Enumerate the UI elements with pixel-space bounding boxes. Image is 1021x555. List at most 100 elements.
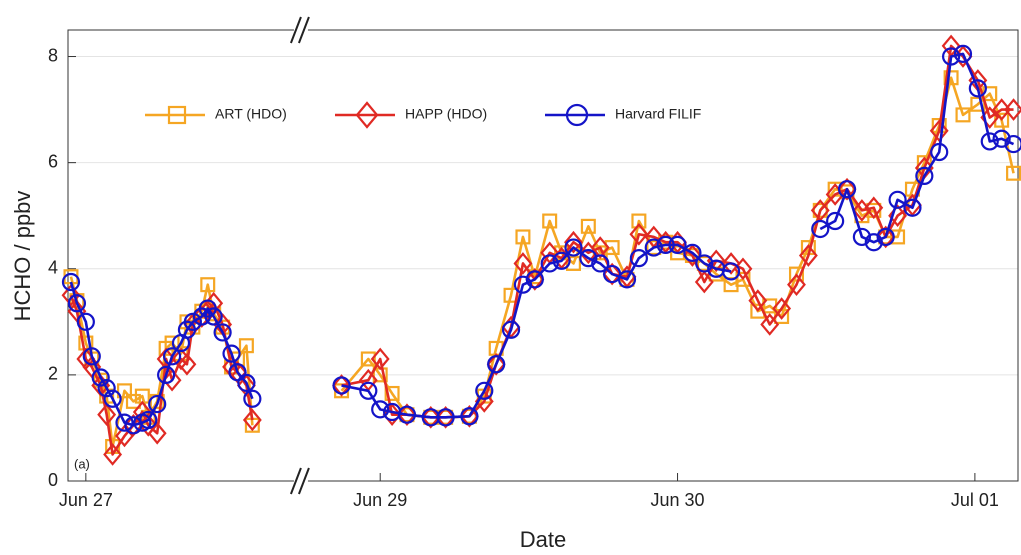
marker-circle — [683, 243, 702, 262]
marker-circle — [941, 47, 961, 66]
marker-circle — [204, 307, 223, 326]
marker-square — [360, 351, 376, 367]
y-tick-label: 4 — [48, 258, 58, 278]
marker-circle — [237, 373, 256, 392]
marker-square — [1006, 165, 1021, 181]
y-tick-label: 8 — [48, 45, 58, 65]
marker-diamond — [787, 273, 806, 297]
marker-circle — [903, 198, 922, 217]
marker-diamond — [123, 413, 143, 437]
marker-square — [515, 229, 531, 245]
marker-circle — [359, 381, 378, 400]
marker-circle — [436, 408, 455, 427]
marker-square — [384, 385, 400, 401]
legend-label: Harvard FILIF — [615, 106, 701, 122]
marker-circle — [67, 294, 87, 313]
marker-circle — [980, 132, 999, 151]
marker-circle — [668, 235, 687, 254]
marker-circle — [579, 249, 598, 268]
legend-entry: ART (HDO) — [145, 105, 287, 125]
marker-diamond — [837, 177, 857, 201]
legend-entry: Harvard FILIF — [545, 103, 701, 127]
marker-square — [788, 266, 804, 282]
marker-diamond — [772, 297, 792, 320]
marker-circle — [915, 166, 934, 186]
marker-circle — [837, 180, 857, 199]
marker-square — [167, 105, 187, 125]
series-line — [69, 281, 254, 427]
marker-diamond — [97, 403, 117, 426]
marker-diamond — [103, 443, 123, 466]
marker-diamond — [397, 403, 417, 426]
x-tick-label: Jul 01 — [951, 490, 999, 510]
axis-break-slash — [297, 16, 310, 44]
marker-circle — [460, 407, 479, 426]
marker-circle — [501, 320, 521, 339]
marker-circle — [475, 381, 494, 400]
x-axis-label: Date — [520, 527, 566, 552]
marker-circle — [629, 249, 648, 268]
marker-circle — [564, 238, 583, 257]
legend-label: HAPP (HDO) — [405, 106, 487, 122]
legend-entry: HAPP (HDO) — [335, 101, 487, 129]
marker-square — [890, 229, 906, 245]
marker-circle — [1004, 134, 1021, 154]
marker-circle — [183, 312, 202, 331]
series-line — [341, 243, 732, 419]
marker-circle — [82, 347, 101, 366]
marker-diamond — [370, 347, 390, 371]
marker-diamond — [486, 352, 506, 376]
marker-circle — [888, 190, 907, 209]
axis-break-gap — [293, 467, 308, 495]
marker-circle — [91, 368, 110, 387]
y-tick-label: 2 — [48, 364, 58, 384]
marker-circle — [565, 103, 589, 127]
marker-circle — [876, 227, 895, 247]
marker-circle — [617, 270, 637, 289]
y-axis-label: HCHO / ppbv — [10, 191, 35, 322]
marker-diamond — [864, 196, 884, 220]
marker-circle — [525, 270, 544, 289]
axis-break-slash — [289, 467, 302, 495]
marker-diamond — [242, 408, 262, 432]
marker-circle — [552, 251, 571, 270]
marker-diamond — [876, 225, 896, 249]
marker-square — [580, 218, 596, 234]
marker-circle — [695, 254, 714, 273]
series-line — [819, 52, 1015, 244]
axis-break-slash — [297, 467, 310, 495]
marker-circle — [852, 227, 871, 247]
marker-circle — [811, 219, 830, 239]
x-tick-label: Jun 30 — [651, 490, 705, 510]
marker-diamond — [147, 421, 167, 445]
axis-break-gap — [293, 16, 308, 44]
marker-circle — [371, 400, 390, 419]
marker-square — [735, 271, 751, 287]
marker-diamond — [929, 119, 949, 143]
marker-circle — [61, 272, 81, 292]
x-tick-label: Jun 27 — [59, 490, 113, 510]
marker-diamond — [332, 374, 351, 397]
marker-diamond — [682, 244, 702, 267]
marker-circle — [540, 254, 559, 273]
marker-circle — [721, 262, 741, 281]
legend-label: ART (HDO) — [215, 106, 287, 122]
y-tick-label: 6 — [48, 151, 58, 171]
marker-diamond — [694, 270, 714, 294]
marker-circle — [222, 344, 241, 363]
marker-circle — [115, 413, 134, 432]
marker-circle — [157, 365, 176, 384]
marker-diamond — [513, 252, 533, 275]
marker-circle — [992, 129, 1011, 148]
marker-diamond — [798, 244, 818, 267]
marker-circle — [76, 312, 95, 331]
marker-diamond — [629, 222, 649, 246]
marker-square — [943, 70, 959, 86]
marker-circle — [656, 235, 675, 254]
marker-diamond — [748, 289, 768, 312]
marker-circle — [97, 379, 116, 398]
marker-circle — [213, 323, 232, 342]
marker-circle — [487, 355, 506, 374]
